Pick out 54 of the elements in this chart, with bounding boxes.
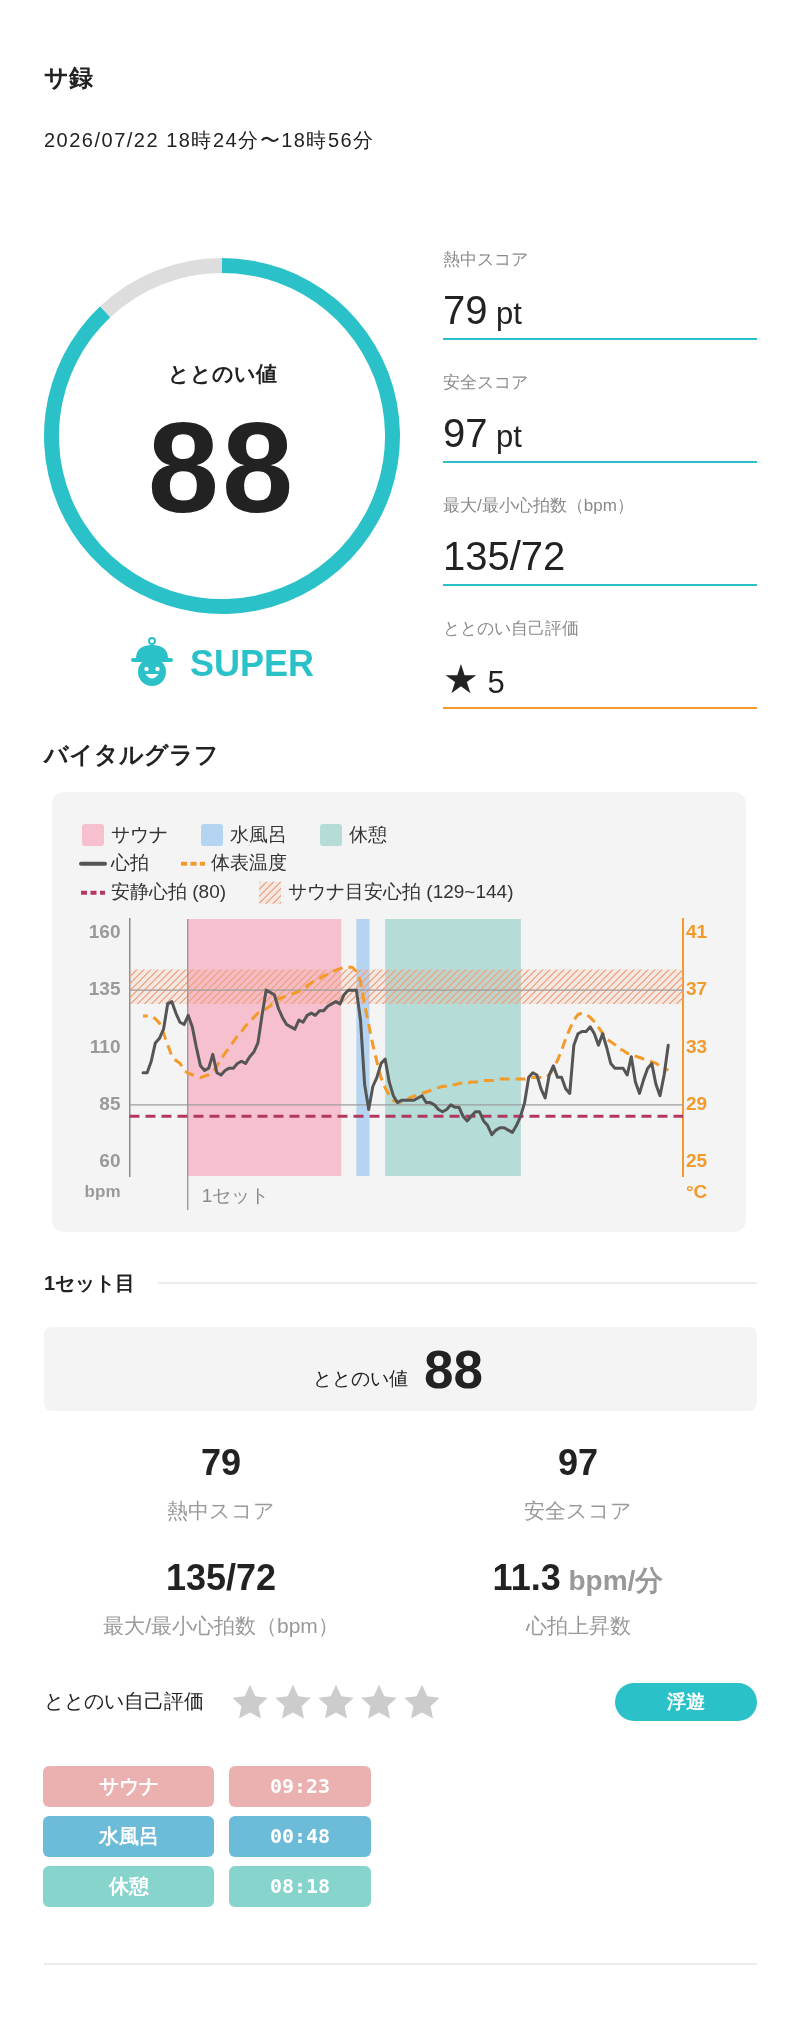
badge: 浮遊	[615, 1683, 757, 1721]
text: 11.3 bpm/分	[492, 1556, 664, 1598]
text: ★ 5	[443, 657, 505, 701]
table-cell: 00:48	[229, 1816, 371, 1857]
text: SUPER	[190, 641, 315, 686]
y-axis-title: bpm	[84, 1181, 121, 1201]
text: 熱中スコア	[167, 1498, 275, 1524]
table-cell: 08:18	[229, 1866, 371, 1907]
text: 1セット	[201, 1185, 270, 1207]
text: 135/72	[165, 1556, 277, 1598]
y-tick-label: 135	[88, 978, 121, 1000]
text: ととのい自己評価	[443, 617, 579, 639]
table-cell: サウナ	[43, 1766, 214, 1807]
y-tick-label: 110	[89, 1035, 121, 1057]
legend-label: サウナ目安心拍 (129~144)	[288, 880, 514, 902]
text: 最大/最小心拍数（bpm）	[443, 494, 634, 516]
table-cell: 水風呂	[43, 1816, 214, 1857]
legend-label: 心拍	[110, 851, 149, 873]
text: ととのい自己評価	[44, 1688, 204, 1714]
line-series	[141, 965, 670, 1104]
text: 79 pt	[443, 288, 522, 332]
y-tick-label: 60	[99, 1150, 121, 1172]
y2-tick-label: 29	[686, 1093, 708, 1115]
chart-title: バイタルグラフ	[44, 740, 219, 770]
y-tick-label: 160	[88, 921, 121, 942]
text: ととのい値	[313, 1367, 408, 1391]
text: ととのい値	[167, 361, 277, 387]
y2-axis-title: °C	[686, 1181, 708, 1203]
y2-tick-label: 41	[686, 921, 708, 942]
y2-tick-label: 25	[686, 1150, 708, 1172]
text: 安全スコア	[524, 1498, 632, 1524]
text: 1セット目	[44, 1270, 136, 1296]
text: サ録	[44, 63, 93, 93]
text: 休憩	[349, 823, 387, 846]
legend-label: 体表温度	[211, 851, 287, 873]
text: 水風呂	[230, 823, 287, 846]
legend-label: 安静心拍 (80)	[111, 880, 227, 902]
text: 熱中スコア	[443, 248, 528, 270]
y2-tick-label: 33	[686, 1035, 708, 1057]
text: 最大/最小心拍数（bpm）	[103, 1613, 339, 1639]
text: 2026/07/22 18時24分〜18時56分	[44, 127, 375, 153]
text: 135/72	[443, 534, 566, 578]
text: 心拍上昇数	[525, 1613, 631, 1639]
data-label: 88	[147, 395, 297, 541]
text: 79	[200, 1441, 242, 1483]
text: サウナ	[111, 823, 168, 846]
text: 88	[424, 1339, 483, 1401]
y2-tick-label: 37	[686, 978, 708, 1000]
y-tick-label: 85	[99, 1093, 121, 1115]
table-cell: 休憩	[43, 1866, 214, 1907]
text: 97 pt	[443, 411, 522, 455]
table-cell: 09:23	[229, 1766, 371, 1807]
text: 97	[557, 1441, 599, 1483]
text: 安全スコア	[443, 371, 528, 393]
